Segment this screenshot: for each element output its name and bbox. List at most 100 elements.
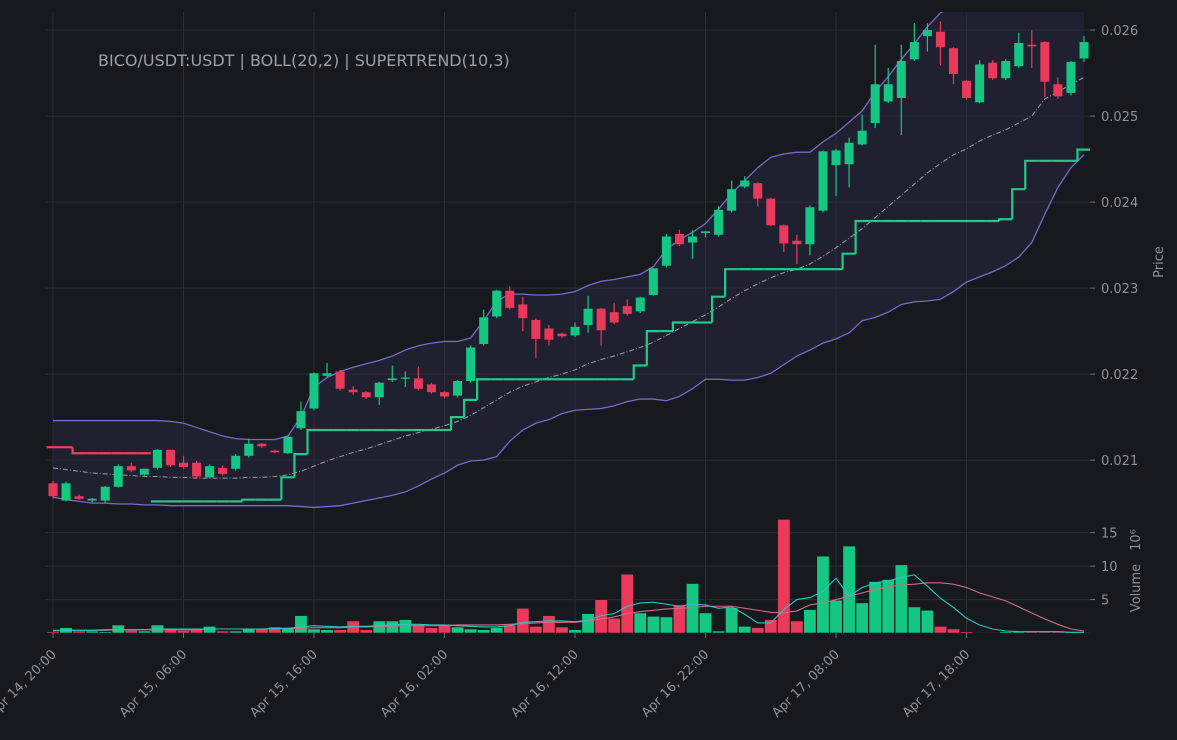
candle-body: [648, 268, 658, 295]
volume-bar: [516, 607, 530, 633]
volume-ma-fast: [52, 574, 1084, 633]
candle-body: [335, 371, 345, 389]
candle-body: [805, 207, 815, 245]
candle-body: [113, 466, 123, 487]
volume-bar: [320, 629, 334, 633]
volume-bar: [581, 613, 595, 633]
volume-bar: [46, 631, 60, 633]
volume-bar: [803, 609, 817, 633]
candle-body: [635, 297, 645, 312]
y-tick-label: 0.024: [1101, 196, 1138, 211]
y-tick-label: 0.026: [1101, 24, 1138, 39]
candle-body: [244, 443, 254, 456]
supertrend-up: [632, 364, 647, 380]
volume-tick-label: 5: [1101, 594, 1109, 609]
candle-body: [165, 449, 175, 466]
volume-bar: [738, 626, 752, 633]
volume-bar: [555, 626, 569, 633]
volume-bar: [568, 629, 582, 633]
volume-bar: [607, 617, 621, 633]
volume-bar: [986, 632, 1000, 633]
candle-body: [1079, 42, 1089, 59]
candle-body: [583, 308, 593, 326]
volume-bar: [594, 599, 608, 633]
volume-bar: [477, 629, 491, 633]
candle-body: [727, 189, 737, 211]
candle-body: [309, 373, 319, 409]
candle-body: [492, 290, 502, 317]
candle-body: [61, 483, 71, 501]
candle-body: [374, 382, 384, 398]
volume-bar: [137, 630, 151, 633]
volume-bar: [633, 612, 647, 633]
candle-body: [753, 183, 763, 199]
supertrend-up: [462, 398, 478, 418]
volume-bar: [124, 630, 138, 633]
supertrend-up: [854, 219, 869, 254]
volume-bar: [490, 627, 504, 633]
volume-bar: [333, 629, 347, 633]
volume-bar: [777, 519, 791, 633]
volume-bar: [907, 606, 921, 633]
supertrend-up: [841, 252, 856, 270]
volume-bar: [751, 627, 765, 633]
y-axis-label: Price: [1152, 246, 1167, 278]
candle-body: [400, 377, 410, 379]
volume-bar: [385, 620, 399, 633]
volume-bar: [359, 629, 373, 633]
volume-bar: [281, 627, 295, 633]
supertrend-up: [1011, 188, 1026, 220]
y-tick-label: 0.021: [1101, 454, 1138, 469]
supertrend-down: [71, 447, 86, 455]
candle-body: [857, 130, 867, 145]
candle-body: [909, 42, 919, 60]
volume-bar: [255, 628, 269, 633]
volume-bar: [712, 630, 726, 633]
volume-bar: [960, 631, 974, 633]
candle-body: [74, 496, 84, 499]
candle-body: [609, 312, 619, 323]
volume-bar: [163, 628, 177, 633]
volume-bar: [177, 630, 191, 633]
volume-bar: [620, 573, 634, 633]
candle-body: [622, 306, 632, 314]
volume-bar: [894, 564, 908, 633]
candle-body: [1040, 42, 1050, 82]
candle-body: [505, 290, 515, 308]
candle-body: [440, 392, 450, 397]
candle-body: [531, 319, 541, 339]
supertrend-up: [306, 428, 321, 455]
candle-body: [361, 392, 371, 398]
candle-body: [701, 231, 711, 234]
candle-body: [152, 449, 162, 468]
volume-bar: [85, 630, 99, 633]
candle-body: [231, 455, 241, 469]
volume-tick-label: 10: [1101, 560, 1118, 575]
volume-bar: [973, 632, 987, 633]
volume-bar: [659, 616, 673, 633]
candle-body: [896, 61, 906, 99]
candle-body: [1027, 44, 1037, 47]
supertrend-up: [1076, 148, 1090, 161]
candle-body: [870, 84, 880, 123]
volume-scale-label: 10⁶: [1129, 529, 1144, 551]
candle-body: [544, 328, 554, 340]
candle-body: [714, 209, 724, 235]
volume-axis-label: Volume: [1129, 564, 1144, 612]
volume-bar: [242, 628, 256, 633]
volume-bar: [842, 545, 856, 633]
supertrend-up: [998, 218, 1013, 222]
volume-bar: [946, 628, 960, 633]
volume-bar: [790, 620, 804, 633]
candle-body: [218, 467, 228, 474]
candle-body: [792, 240, 802, 245]
volume-bar: [933, 626, 947, 633]
candle-body: [413, 378, 423, 389]
y-tick-label: 0.025: [1101, 110, 1138, 125]
candle-body: [518, 304, 528, 319]
candle-body: [883, 84, 893, 102]
candle-body: [479, 317, 489, 344]
candle-body: [270, 450, 280, 453]
candle-body: [766, 198, 776, 226]
